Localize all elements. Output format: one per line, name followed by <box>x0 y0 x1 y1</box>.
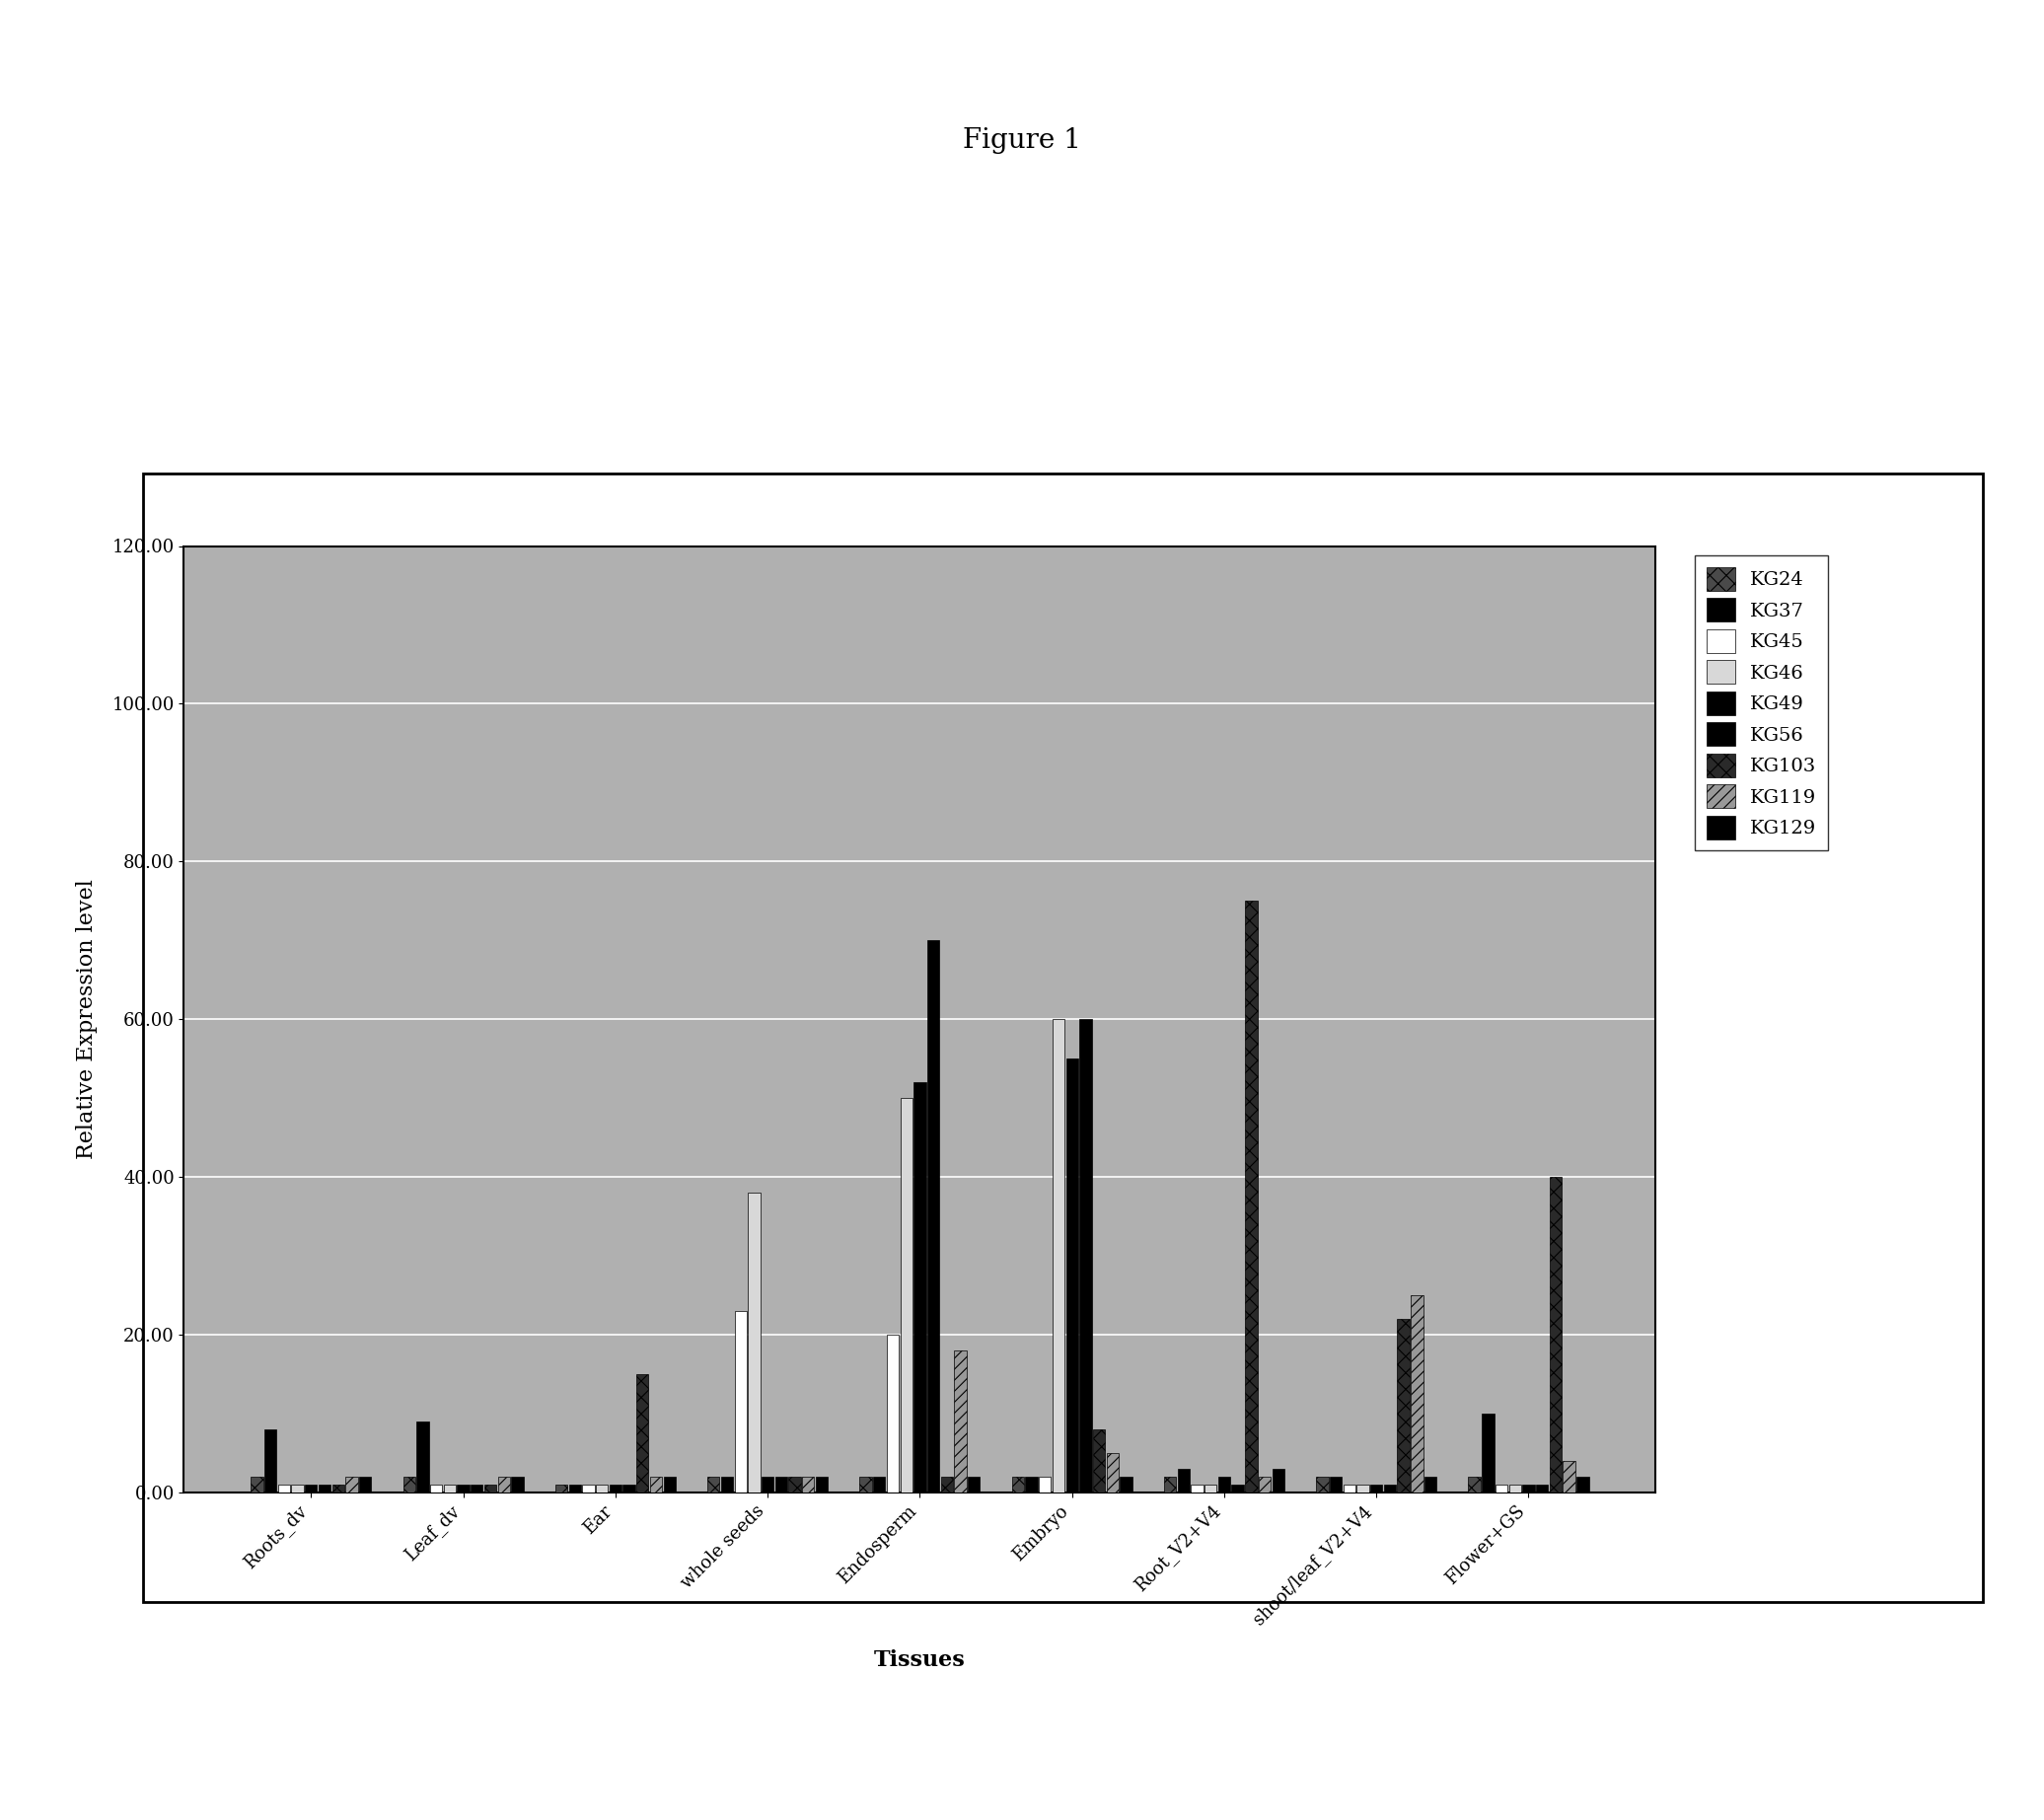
Bar <box>1079 1019 1091 1492</box>
Bar <box>801 1476 814 1492</box>
Bar <box>331 1485 343 1492</box>
Bar <box>1523 1485 1535 1492</box>
Bar <box>1177 1469 1190 1492</box>
Bar <box>707 1476 719 1492</box>
Bar <box>775 1476 787 1492</box>
Bar <box>1369 1485 1382 1492</box>
Bar <box>1398 1320 1410 1492</box>
Bar <box>1053 1019 1065 1492</box>
Bar <box>1576 1476 1588 1492</box>
Bar <box>251 1476 264 1492</box>
Bar <box>1163 1476 1175 1492</box>
Bar <box>609 1485 621 1492</box>
X-axis label: Tissues: Tissues <box>875 1649 965 1671</box>
Bar <box>1384 1485 1396 1492</box>
Bar <box>292 1485 305 1492</box>
Bar <box>636 1374 648 1492</box>
Bar <box>861 1476 873 1492</box>
Bar <box>568 1485 580 1492</box>
Bar <box>1038 1476 1051 1492</box>
Text: Figure 1: Figure 1 <box>963 127 1081 155</box>
Bar <box>470 1485 482 1492</box>
Bar <box>1425 1476 1437 1492</box>
Bar <box>1026 1476 1038 1492</box>
Bar <box>429 1485 442 1492</box>
Bar <box>1508 1485 1521 1492</box>
Bar <box>1316 1476 1329 1492</box>
Bar <box>403 1476 415 1492</box>
Bar <box>1535 1485 1547 1492</box>
Bar <box>762 1476 775 1492</box>
Bar <box>940 1476 953 1492</box>
Bar <box>1120 1476 1132 1492</box>
Bar <box>1259 1476 1271 1492</box>
Bar <box>899 1097 912 1492</box>
Bar <box>583 1485 595 1492</box>
Bar <box>484 1485 497 1492</box>
Bar <box>928 941 940 1492</box>
Bar <box>816 1476 828 1492</box>
Bar <box>1012 1476 1024 1492</box>
Bar <box>1218 1476 1230 1492</box>
Bar <box>1410 1296 1423 1492</box>
Bar <box>1357 1485 1369 1492</box>
Bar <box>264 1429 276 1492</box>
Bar <box>345 1476 358 1492</box>
Bar <box>556 1485 568 1492</box>
Bar <box>887 1334 899 1492</box>
Bar <box>873 1476 885 1492</box>
Bar <box>650 1476 662 1492</box>
Bar <box>1233 1485 1245 1492</box>
Bar <box>664 1476 677 1492</box>
Bar <box>1204 1485 1216 1492</box>
Bar <box>1343 1485 1355 1492</box>
Bar <box>1331 1476 1341 1492</box>
Bar <box>1564 1461 1576 1492</box>
Bar <box>1106 1452 1118 1492</box>
Bar <box>955 1350 967 1492</box>
Bar <box>722 1476 734 1492</box>
Bar <box>748 1192 760 1492</box>
Bar <box>458 1485 470 1492</box>
Bar <box>623 1485 636 1492</box>
Bar <box>1094 1429 1106 1492</box>
Bar <box>1496 1485 1508 1492</box>
Bar <box>1065 1059 1077 1492</box>
Bar <box>734 1310 746 1492</box>
Bar <box>278 1485 290 1492</box>
Bar <box>360 1476 372 1492</box>
Bar <box>305 1485 317 1492</box>
Bar <box>1192 1485 1204 1492</box>
Bar <box>1549 1178 1562 1492</box>
Bar <box>417 1421 429 1492</box>
Bar <box>444 1485 456 1492</box>
Bar <box>1482 1414 1494 1492</box>
Legend: KG24, KG37, KG45, KG46, KG49, KG56, KG103, KG119, KG129: KG24, KG37, KG45, KG46, KG49, KG56, KG10… <box>1694 555 1827 850</box>
Bar <box>1468 1476 1480 1492</box>
Bar <box>595 1485 607 1492</box>
Y-axis label: Relative Expression level: Relative Expression level <box>76 879 98 1159</box>
Bar <box>319 1485 331 1492</box>
Bar <box>1245 901 1257 1492</box>
Bar <box>499 1476 509 1492</box>
Bar <box>967 1476 979 1492</box>
Bar <box>914 1083 926 1492</box>
Bar <box>1271 1469 1284 1492</box>
Bar <box>789 1476 801 1492</box>
Bar <box>511 1476 523 1492</box>
